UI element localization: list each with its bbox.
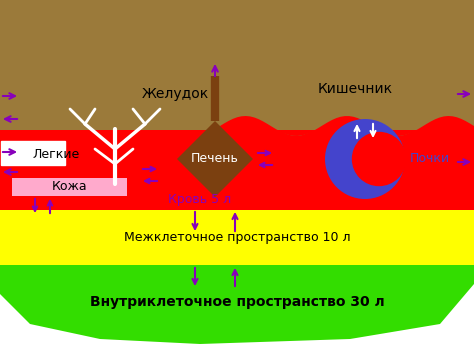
Polygon shape bbox=[220, 100, 474, 136]
Polygon shape bbox=[220, 115, 474, 136]
Text: Почки: Почки bbox=[410, 152, 450, 165]
Bar bbox=[0, 0, 474, 130]
Polygon shape bbox=[177, 121, 253, 197]
Bar bbox=[0, 130, 474, 210]
Text: Кровь 5 л: Кровь 5 л bbox=[168, 193, 232, 205]
Text: Желудок: Желудок bbox=[141, 87, 209, 101]
Circle shape bbox=[352, 132, 406, 186]
Ellipse shape bbox=[115, 19, 255, 129]
Text: Кишечник: Кишечник bbox=[318, 82, 392, 96]
Text: Кожа: Кожа bbox=[52, 181, 88, 193]
Bar bbox=[12, 178, 127, 196]
Text: Внутриклеточное пространство 30 л: Внутриклеточное пространство 30 л bbox=[90, 295, 384, 309]
Text: Межклеточное пространство 10 л: Межклеточное пространство 10 л bbox=[124, 230, 350, 244]
Text: Печень: Печень bbox=[191, 152, 239, 165]
Polygon shape bbox=[0, 265, 474, 344]
FancyBboxPatch shape bbox=[1, 141, 65, 165]
Bar bbox=[0, 210, 474, 265]
Circle shape bbox=[325, 119, 405, 199]
Text: Легкие: Легкие bbox=[32, 148, 79, 161]
